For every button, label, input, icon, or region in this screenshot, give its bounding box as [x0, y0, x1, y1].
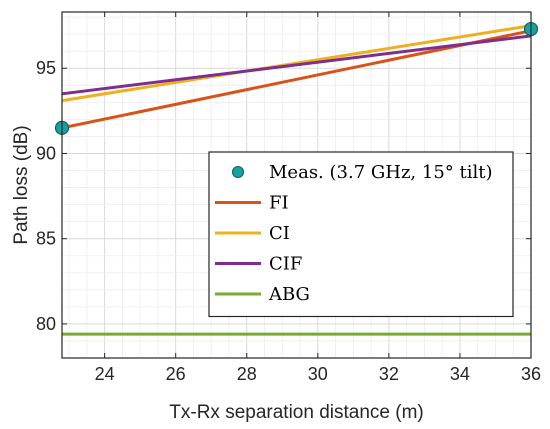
- y-tick-labels: 80 85 90 95: [36, 58, 56, 334]
- legend-label: ABG: [268, 284, 310, 305]
- legend-label: CI: [269, 223, 290, 244]
- y-tick-label: 85: [36, 229, 56, 249]
- series-line-cif: [61, 34, 532, 96]
- x-tick-label: 32: [379, 364, 399, 384]
- y-axis-label: Path loss (dB): [11, 125, 32, 244]
- legend-label: CIF: [269, 254, 302, 275]
- x-tick-label: 30: [308, 364, 328, 384]
- axes-frame: [61, 11, 532, 359]
- y-tick-label: 95: [36, 58, 56, 78]
- axes-box: [61, 11, 532, 359]
- x-tick-label: 34: [450, 364, 470, 384]
- x-axis-label: Tx-Rx separation distance (m): [169, 402, 423, 423]
- series-line-ci: [61, 24, 532, 103]
- x-tick-label: 26: [166, 364, 186, 384]
- y-tick-label: 90: [36, 143, 56, 163]
- x-tick-label: 36: [521, 364, 541, 384]
- x-tick-labels: 24 26 28 30 32 34 36: [95, 364, 541, 384]
- x-tick-label: 28: [237, 364, 257, 384]
- y-tick-label: 80: [36, 314, 56, 334]
- legend-label: Meas. (3.7 GHz, 15° tilt): [269, 162, 493, 183]
- legend-marker-meas: [231, 165, 245, 179]
- legend-label: FI: [269, 193, 289, 214]
- legend: Meas. (3.7 GHz, 15° tilt) FI CI CIF ABG: [208, 151, 514, 318]
- x-tick-label: 24: [95, 364, 115, 384]
- series-lines: [61, 24, 532, 336]
